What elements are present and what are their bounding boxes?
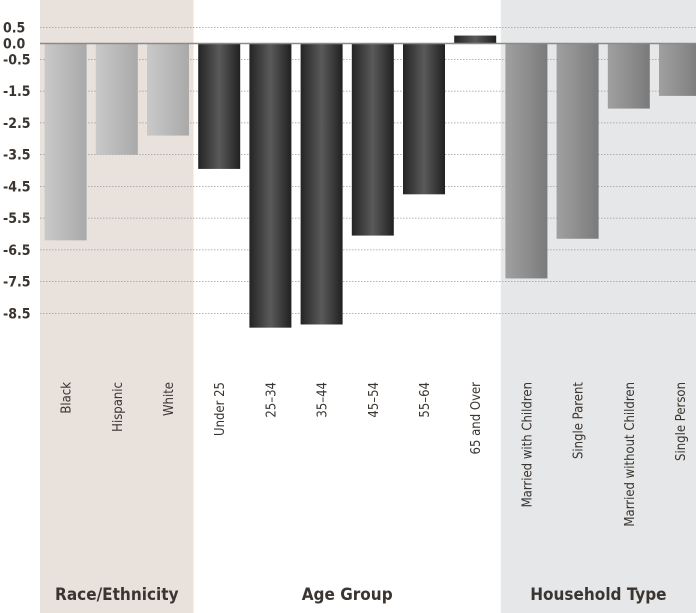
y-tick-label: -8.5 — [3, 306, 31, 322]
category-label: 65 and Over — [469, 382, 484, 455]
category-label: Single Person — [674, 382, 689, 461]
group-label: Age Group — [302, 585, 393, 605]
bar-45-54 — [351, 43, 394, 236]
bar-white — [147, 43, 189, 136]
category-label: Black — [60, 382, 75, 414]
bar-65-and-over — [454, 35, 497, 44]
y-tick-label: -2.5 — [3, 116, 31, 132]
category-label: Married without Children — [623, 382, 638, 527]
category-label: 35–44 — [316, 382, 331, 418]
bar-25-34 — [249, 43, 292, 328]
bar-single-parent — [556, 43, 599, 239]
bar-married-with-children — [505, 43, 548, 279]
y-tick-label: -4.5 — [3, 179, 31, 195]
y-tick-label: -7.5 — [3, 275, 31, 291]
group-label: Household Type — [530, 585, 666, 605]
category-label: White — [162, 382, 177, 416]
category-label: Under 25 — [213, 382, 228, 436]
y-tick-label: 0.0 — [3, 37, 26, 53]
y-tick-label: -3.5 — [3, 148, 31, 164]
y-tick-label: -1.5 — [3, 84, 31, 100]
bar-hispanic — [95, 43, 138, 155]
group-background-1 — [193, 0, 501, 613]
category-label: Hispanic — [111, 382, 126, 432]
bar-under-25 — [198, 43, 241, 169]
bar-married-without-children — [607, 43, 650, 109]
bar-single-person — [659, 43, 696, 96]
category-label: Single Parent — [572, 382, 587, 459]
bar-55-64 — [403, 43, 445, 195]
category-label: 55–64 — [418, 382, 433, 418]
category-label: 45–54 — [367, 382, 382, 418]
group-label: Race/Ethnicity — [55, 585, 179, 605]
bar-black — [44, 43, 87, 241]
category-label: Married with Children — [520, 382, 535, 507]
y-tick-label: -6.5 — [3, 243, 31, 259]
y-tick-label: -0.5 — [3, 52, 31, 68]
bar-35-44 — [300, 43, 343, 325]
y-tick-label: -5.5 — [3, 211, 31, 227]
category-label: 25–34 — [264, 382, 279, 418]
y-tick-label: 0.5 — [3, 21, 25, 37]
